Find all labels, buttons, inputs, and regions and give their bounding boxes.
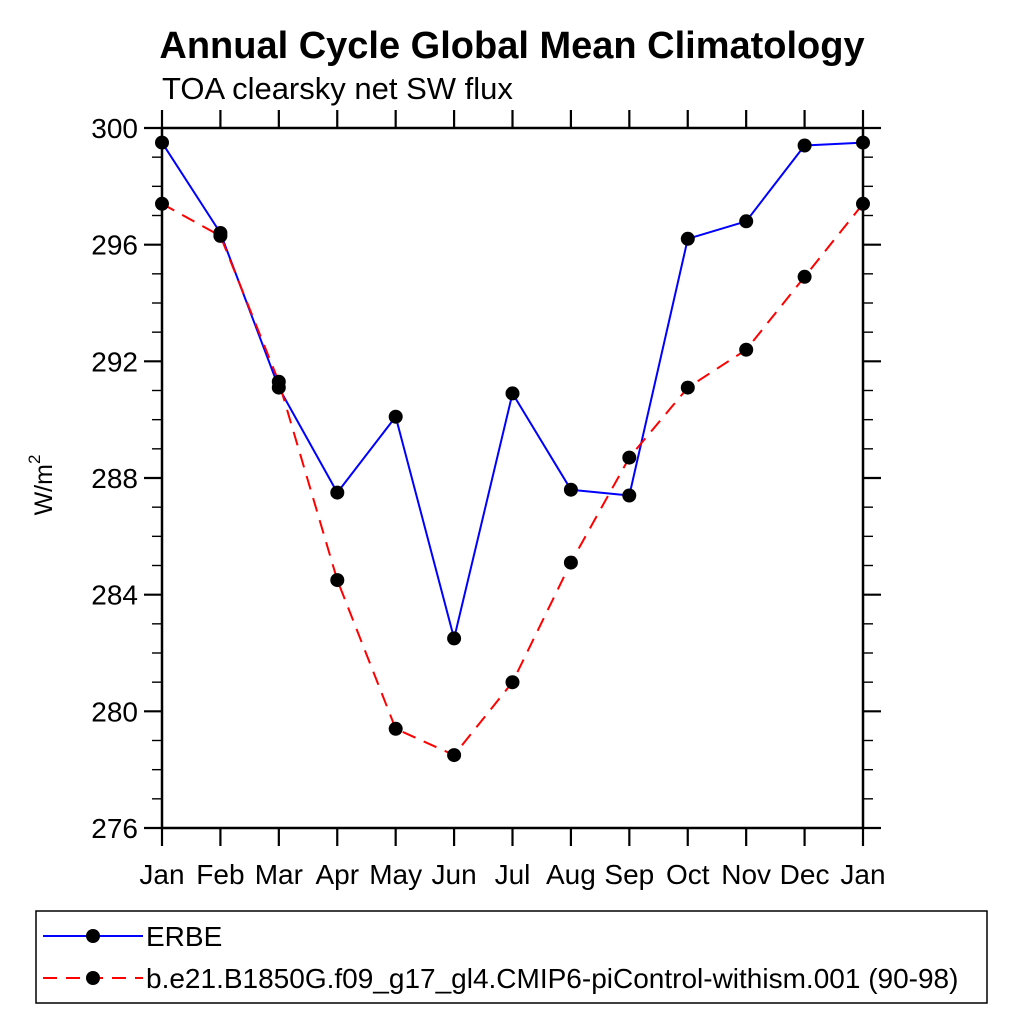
model-point-feb-1 <box>213 228 228 243</box>
axis-ticks <box>144 110 881 846</box>
data-series <box>161 141 864 757</box>
x-tick-label-aug-7: Aug <box>546 859 596 890</box>
chart-title: Annual Cycle Global Mean Climatology <box>159 25 864 67</box>
y-tick-label-276: 276 <box>91 813 138 844</box>
legend-marker-model <box>86 971 100 985</box>
legend: ERBE b.e21.B1850G.f09_g17_gl4.CMIP6-piCo… <box>35 910 988 1004</box>
y-axis-title-base: W/m <box>30 464 58 515</box>
erbe-point-aug-7 <box>563 482 578 497</box>
axis-tick-labels: Jan Feb Mar Apr May Jun Jul Aug Sep Oct Nov Dec Jan2… <box>91 113 885 890</box>
erbe-point-sep-8 <box>622 488 637 503</box>
y-tick-label-284: 284 <box>91 580 138 611</box>
y-axis-title-superscript: 2 <box>25 455 44 464</box>
erbe-point-jul-6 <box>505 386 520 401</box>
x-tick-label-feb-1: Feb <box>196 859 244 890</box>
erbe-point-jan-0 <box>155 135 169 150</box>
model-point-jan-0 <box>155 196 169 211</box>
y-tick-label-280: 280 <box>91 696 138 727</box>
model-point-nov-10 <box>739 342 754 357</box>
y-tick-label-300: 300 <box>91 113 138 144</box>
erbe-point-jan-12 <box>856 135 870 150</box>
model-point-apr-3 <box>330 573 345 588</box>
model-point-may-4 <box>388 721 403 736</box>
legend-label-erbe: ERBE <box>146 921 222 952</box>
axes <box>160 126 865 830</box>
x-tick-label-jan-0: Jan <box>139 859 184 890</box>
x-tick-label-mar-2: Mar <box>255 859 303 890</box>
chart-subtitle: TOA clearsky net SW flux <box>162 71 513 106</box>
x-tick-label-dec-11: Dec <box>780 859 830 890</box>
x-tick-label-apr-3: Apr <box>315 859 359 890</box>
y-tick-label-288: 288 <box>91 463 138 494</box>
model-point-dec-11 <box>797 269 812 284</box>
legend-marker-erbe <box>86 929 100 943</box>
data-markers <box>155 135 870 763</box>
legend-label-model: b.e21.B1850G.f09_g17_gl4.CMIP6-piControl… <box>146 963 958 994</box>
model-point-jun-5 <box>447 748 462 763</box>
legend-box <box>35 910 988 1004</box>
erbe-point-apr-3 <box>330 485 345 500</box>
model-point-jan-12 <box>856 196 870 211</box>
y-tick-label-296: 296 <box>91 230 138 261</box>
x-tick-label-nov-10: Nov <box>721 859 771 890</box>
model-point-aug-7 <box>563 555 578 570</box>
x-tick-label-oct-9: Oct <box>666 859 710 890</box>
erbe-point-nov-10 <box>739 214 754 229</box>
x-tick-label-may-4: May <box>369 859 422 890</box>
x-tick-label-jul-6: Jul <box>495 859 531 890</box>
model-point-sep-8 <box>622 450 637 465</box>
plot-frame <box>160 126 865 830</box>
erbe-point-may-4 <box>388 409 403 424</box>
model-point-mar-2 <box>271 374 286 389</box>
erbe-point-dec-11 <box>797 138 812 153</box>
y-tick-label-292: 292 <box>91 346 138 377</box>
x-tick-label-jun-5: Jun <box>432 859 477 890</box>
model-line <box>161 202 864 757</box>
model-point-oct-9 <box>680 380 695 395</box>
erbe-point-jun-5 <box>447 631 462 646</box>
model-point-jul-6 <box>505 675 520 690</box>
erbe-point-oct-9 <box>680 231 695 246</box>
x-tick-label-sep-8: Sep <box>604 859 654 890</box>
y-axis-title: W/m2 <box>25 455 58 516</box>
x-tick-label-jan-12: Jan <box>840 859 885 890</box>
